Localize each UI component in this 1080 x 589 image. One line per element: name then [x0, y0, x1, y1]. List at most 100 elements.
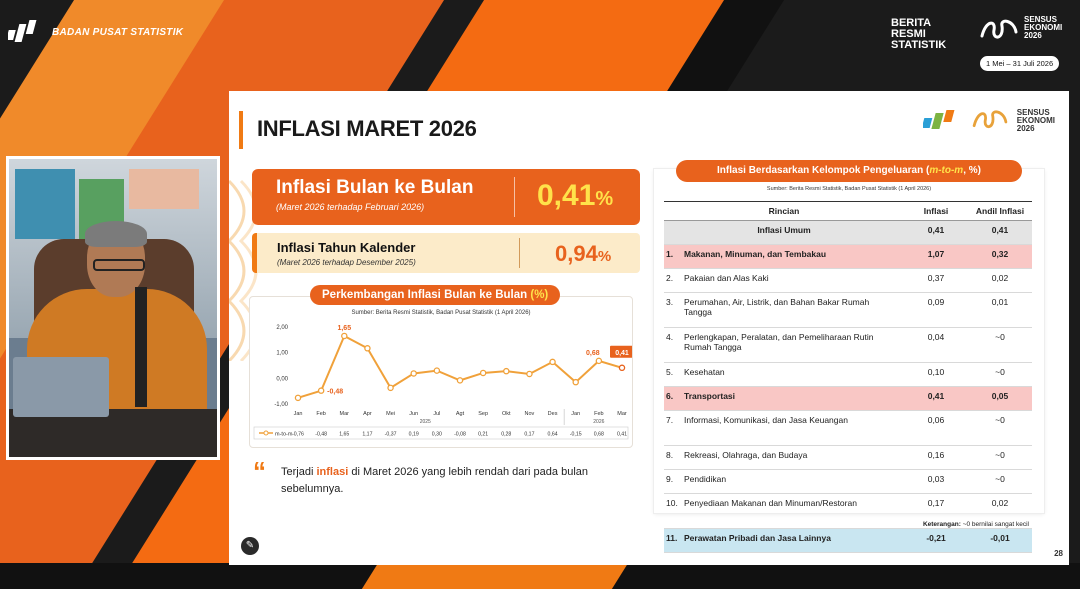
brs-logo: BERITA RESMI STATISTIK: [891, 18, 946, 51]
row-number: 6.: [666, 391, 674, 401]
row-andil: -0,01: [968, 528, 1032, 553]
row-label-text: Kesehatan: [684, 367, 725, 377]
brs-line: BERITA: [891, 17, 932, 29]
value-strip-label: 0,21: [478, 432, 488, 438]
row-label: 7. Informasi, Komunikasi, dan Jasa Keuang…: [664, 410, 904, 446]
kpi-mtm-label: Inflasi Bulan ke Bulan: [276, 177, 474, 198]
kpi-mtm-sub: (Maret 2026 terhadap Februari 2026): [276, 202, 425, 212]
y-tick-label: 2,00: [276, 325, 288, 331]
value-strip-label: -0,37: [385, 432, 397, 438]
row-inflasi: -0,21: [904, 528, 968, 553]
data-point: [387, 384, 394, 392]
value-strip-label: 0,19: [409, 432, 419, 438]
quote-text: Terjadi inflasi di Maret 2026 yang lebih…: [281, 466, 588, 495]
data-point: [572, 378, 579, 386]
data-point: [364, 345, 371, 352]
row-label: 2. Pakaian dan Alas Kaki: [664, 268, 904, 293]
quote-icon: “: [253, 456, 266, 486]
row-label: 8. Rekreasi, Olahraga, dan Budaya: [664, 445, 904, 470]
table-row: 10. Penyediaan Makanan dan Minuman/Restor…: [664, 493, 1032, 529]
kpi-ytd-value: 0,94%: [555, 241, 612, 266]
brs-line: STATISTIK: [891, 39, 947, 51]
row-inflasi: 0,41: [904, 386, 968, 411]
expenditure-table: Rincian Inflasi Andil Inflasi Inflasi Um…: [664, 201, 1032, 553]
row-andil: 0,02: [968, 493, 1032, 529]
row-label-text: Perawatan Pribadi dan Jasa Lainnya: [684, 533, 831, 543]
row-label-text: Perlengkapan, Peralatan, dan Pemeliharaa…: [684, 332, 874, 352]
presentation-slide: INFLASI MARET 2026 SENSUS EKONOMI 2026 I…: [229, 91, 1069, 565]
inflation-chart: 2,00 1,00 0,00 -1,00 Jan Feb Mar Apr Mei Jun Jul Ag…: [249, 285, 633, 448]
row-inflasi: 1,07: [904, 244, 968, 269]
data-point: [456, 377, 464, 384]
chart-title: Perkembangan Inflasi Bulan ke Bulan (%): [310, 285, 561, 305]
data-point: [317, 387, 325, 394]
row-andil: 0,05: [968, 386, 1032, 411]
row-label: 4. Perlengkapan, Peralatan, dan Pemelihar…: [664, 327, 904, 363]
row-inflasi: 0,37: [904, 268, 968, 293]
year-label: 2026: [593, 419, 604, 425]
row-label-text: Pendidikan: [684, 474, 727, 484]
legend-swatch-point: [263, 430, 269, 436]
title-accent-bar: [239, 111, 243, 149]
x-tick-label: Jan: [571, 411, 580, 417]
value-strip-label: -0,15: [570, 432, 582, 438]
pen-tool-button[interactable]: ✎: [241, 537, 259, 555]
value-strip-label: 0,30: [432, 432, 442, 438]
row-andil: 0,41: [968, 220, 1032, 245]
value-strip-label: 1,17: [362, 432, 372, 438]
bps-logo-icon: [8, 20, 37, 42]
row-inflasi: 0,04: [904, 327, 968, 363]
value-strip-label: 0,28: [501, 432, 511, 438]
row-andil: ~0: [968, 469, 1032, 494]
row-inflasi: 0,03: [904, 469, 968, 494]
bps-header-logo: BADAN PUSAT STATISTIK: [8, 18, 183, 46]
row-label: 5. Kesehatan: [664, 362, 904, 387]
row-andil: ~0: [968, 362, 1032, 387]
value-strip-label: -0,76: [292, 432, 304, 438]
row-number: 2.: [666, 273, 674, 283]
row-label: 9. Pendidikan: [664, 469, 904, 494]
row-number: 9.: [666, 474, 674, 484]
x-tick-label: Agt: [456, 411, 465, 417]
y-tick-label: 0,00: [276, 376, 288, 382]
date-range-pill: 1 Mei – 31 Juli 2026: [980, 56, 1060, 71]
row-label-text: Transportasi: [684, 391, 736, 401]
row-label-text: Makanan, Minuman, dan Tembakau: [684, 249, 827, 259]
bps-logo-icon: [922, 110, 955, 129]
x-tick-label: Mar: [617, 411, 627, 417]
row-label-text: Rekreasi, Olahraga, dan Budaya: [684, 450, 808, 460]
legend-label: m-to-m: [275, 432, 293, 438]
last-value-badge: [610, 345, 632, 358]
table-title: Inflasi Berdasarkan Kelompok Pengeluaran…: [676, 160, 1022, 182]
org-name: BADAN PUSAT STATISTIK: [52, 26, 184, 38]
row-andil: 0,02: [968, 268, 1032, 293]
x-tick-label: Jan: [294, 411, 303, 417]
row-number: 4.: [666, 332, 674, 342]
value-strip-label: 0,41: [617, 432, 627, 438]
x-tick-label: Mei: [386, 411, 395, 417]
expenditure-table-card: Inflasi Berdasarkan Kelompok Pengeluaran…: [654, 160, 1044, 553]
row-andil: ~0: [968, 327, 1032, 363]
x-tick-label: Des: [548, 411, 558, 417]
data-label: 0,41: [615, 350, 629, 357]
value-strip-label: -0,08: [454, 432, 466, 438]
data-point: [294, 394, 302, 402]
row-label: 10. Penyediaan Makanan dan Minuman/Restor…: [664, 493, 904, 529]
row-andil: 0,32: [968, 244, 1032, 269]
row-label-text: Perumahan, Air, Listrik, dan Bahan Bakar…: [684, 297, 870, 317]
row-label-text: Inflasi Umum: [757, 225, 811, 235]
table-row: 6. Transportasi 0,41 0,05: [664, 386, 1032, 411]
row-andil: ~0: [968, 410, 1032, 446]
data-label: -0,48: [327, 389, 343, 396]
row-label: 1. Makanan, Minuman, dan Tembakau: [664, 244, 904, 269]
value-strip-label: -0,48: [315, 432, 327, 438]
value-strip-label: 0,17: [524, 432, 534, 438]
col-andil: Andil Inflasi: [968, 201, 1032, 221]
sensus-line: SENSUS: [1024, 15, 1057, 24]
kpi-ytd-label: Inflasi Tahun Kalender: [277, 240, 416, 255]
x-tick-label: Feb: [316, 411, 325, 417]
slide-logos: SENSUS EKONOMI 2026: [922, 107, 1055, 135]
year-label: 2025: [420, 419, 431, 425]
row-number: 8.: [666, 450, 674, 460]
y-tick-label: -1,00: [274, 402, 288, 408]
